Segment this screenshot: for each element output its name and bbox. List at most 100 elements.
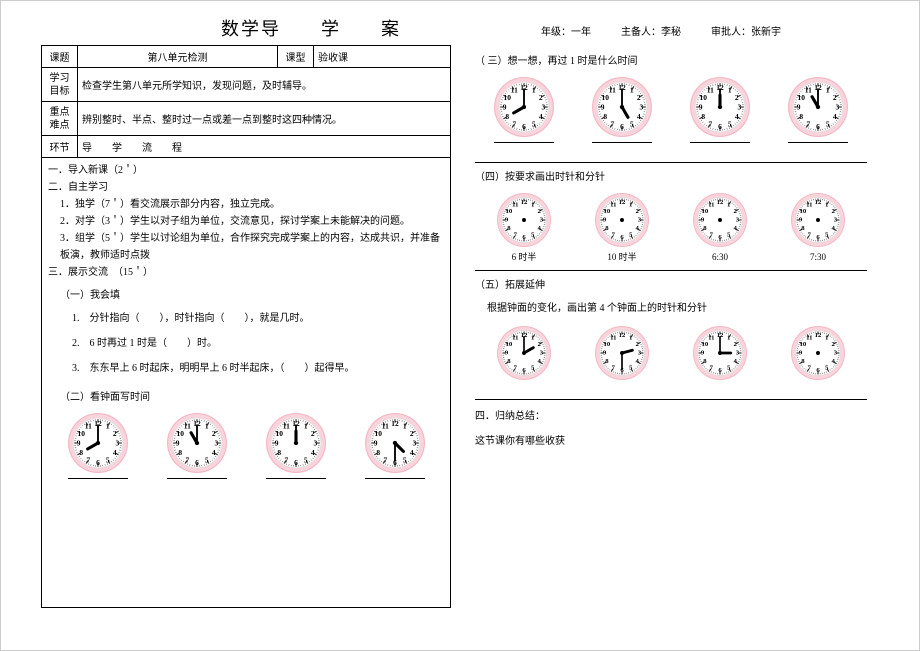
clock-row-5: 123456789101112 123456789101112 1234567891… — [475, 325, 867, 381]
s1-title: （一）我会填 — [48, 287, 444, 304]
clock-icon: 123456789101112 — [493, 76, 555, 138]
l4-text: 这节课你有哪些收获 — [475, 433, 867, 450]
svg-text:10: 10 — [702, 208, 709, 215]
blank-line — [690, 142, 750, 158]
clock-icon: 123456789101112 — [790, 192, 846, 248]
l1: 一．导入新课（2＇） — [48, 162, 444, 179]
svg-text:7: 7 — [512, 119, 516, 128]
blank-line — [167, 478, 227, 494]
svg-text:9: 9 — [797, 103, 801, 112]
svg-text:11: 11 — [805, 86, 812, 95]
clock-icon: 123456789101112 — [496, 192, 552, 248]
clock: 123456789101112 — [692, 192, 748, 248]
clock: 123456789101112 — [166, 412, 228, 474]
svg-text:11: 11 — [609, 86, 616, 95]
clock: 123456789101112 — [787, 76, 849, 138]
svg-text:7: 7 — [284, 455, 288, 464]
clock-label-row-3 — [475, 140, 867, 158]
svg-text:3: 3 — [115, 439, 119, 448]
svg-text:2: 2 — [409, 429, 413, 438]
clock: 123456789101112 — [493, 76, 555, 138]
svg-text:10: 10 — [702, 340, 709, 347]
svg-text:1: 1 — [204, 422, 208, 431]
svg-text:6: 6 — [718, 122, 722, 131]
clock-icon: 123456789101112 — [692, 192, 748, 248]
s4-label-2: 6:30 — [690, 250, 750, 265]
clock-label-row-4: 6 时半 10 时半 6:30 7:30 — [475, 250, 867, 265]
svg-text:9: 9 — [601, 103, 605, 112]
svg-text:8: 8 — [79, 448, 83, 457]
svg-text:8: 8 — [701, 112, 705, 121]
clock-icon: 123456789101112 — [594, 192, 650, 248]
svg-text:8: 8 — [277, 448, 281, 457]
type-value: 验收课 — [314, 46, 451, 68]
svg-text:4: 4 — [310, 448, 314, 457]
svg-text:4: 4 — [735, 112, 739, 121]
svg-text:5: 5 — [532, 119, 536, 128]
svg-text:6: 6 — [620, 122, 624, 131]
svg-text:2: 2 — [735, 93, 739, 102]
s1-1: 1. 分针指向（ ），时针指向（ ），就是几时。 — [48, 310, 444, 327]
svg-text:9: 9 — [274, 439, 278, 448]
goal-label: 学习目标 — [42, 68, 78, 102]
svg-text:5: 5 — [105, 455, 109, 464]
svg-text:11: 11 — [512, 334, 519, 341]
goal-value: 检查学生第八单元所学知识，发现问题，及时辅导。 — [78, 68, 451, 102]
page-title: 数学导 学 案 — [221, 15, 421, 41]
svg-text:5: 5 — [826, 119, 830, 128]
svg-text:11: 11 — [610, 334, 617, 341]
clock: 123456789101112 — [689, 76, 751, 138]
s5-text: 根据钟面的变化，画出第 4 个钟面上的时针和分针 — [475, 300, 867, 317]
divider — [475, 270, 867, 271]
blank-line — [788, 142, 848, 158]
topic-label: 课题 — [42, 46, 78, 68]
blank-line — [494, 142, 554, 158]
s4-label-0: 6 时半 — [494, 250, 554, 265]
clock-label-row-2 — [48, 476, 444, 494]
svg-text:7: 7 — [383, 455, 387, 464]
svg-text:4: 4 — [112, 448, 116, 457]
clock: 123456789101112 — [364, 412, 426, 474]
svg-text:8: 8 — [376, 448, 380, 457]
clock-icon: 123456789101112 — [591, 76, 653, 138]
svg-text:5: 5 — [630, 119, 634, 128]
meta-row: 年级：一年 主备人：李秘 审批人：张新宇 — [541, 23, 781, 38]
host: 主备人：李秘 — [621, 23, 681, 38]
svg-text:11: 11 — [282, 422, 289, 431]
step-label: 环节 — [42, 136, 78, 158]
s5-title: （五）拓展延伸 — [475, 277, 867, 294]
l2-2: 2．对学（3＇）学生以对子组为单位，交流意见，探讨学案上未能解决的问题。 — [48, 213, 444, 230]
svg-text:2: 2 — [211, 429, 215, 438]
clock: 123456789101112 — [594, 325, 650, 381]
l4: 四．归纳总结： — [475, 408, 867, 425]
svg-text:8: 8 — [799, 112, 803, 121]
svg-text:5: 5 — [728, 119, 732, 128]
page: 数学导 学 案 年级：一年 主备人：李秘 审批人：张新宇 课题 第八单元检测 课… — [0, 0, 920, 651]
svg-text:3: 3 — [412, 439, 416, 448]
blank-line — [68, 478, 128, 494]
clock: 123456789101112 — [496, 325, 552, 381]
svg-text:2: 2 — [637, 93, 641, 102]
clock-row-2: 123456789101112 123456789101112 1234567891… — [48, 412, 444, 474]
svg-text:11: 11 — [708, 202, 715, 209]
clock-icon: 123456789101112 — [689, 76, 751, 138]
svg-text:11: 11 — [806, 202, 813, 209]
blank-line — [365, 478, 425, 494]
svg-text:8: 8 — [178, 448, 182, 457]
s4-title: （四）按要求画出时针和分针 — [475, 169, 867, 186]
svg-text:12: 12 — [815, 199, 822, 206]
svg-text:11: 11 — [511, 86, 518, 95]
svg-text:1: 1 — [303, 422, 307, 431]
svg-text:1: 1 — [532, 86, 536, 95]
svg-text:3: 3 — [313, 439, 317, 448]
svg-text:4: 4 — [211, 448, 215, 457]
s3-title: （ 三）想一想，再过 1 时是什么时间 — [475, 53, 867, 70]
clock-icon: 123456789101112 — [594, 325, 650, 381]
svg-text:10: 10 — [800, 208, 807, 215]
svg-text:7: 7 — [86, 455, 90, 464]
clock: 123456789101112 — [67, 412, 129, 474]
svg-text:5: 5 — [303, 455, 307, 464]
svg-text:2: 2 — [539, 93, 543, 102]
svg-text:7: 7 — [185, 455, 189, 464]
clock: 123456789101112 — [790, 325, 846, 381]
